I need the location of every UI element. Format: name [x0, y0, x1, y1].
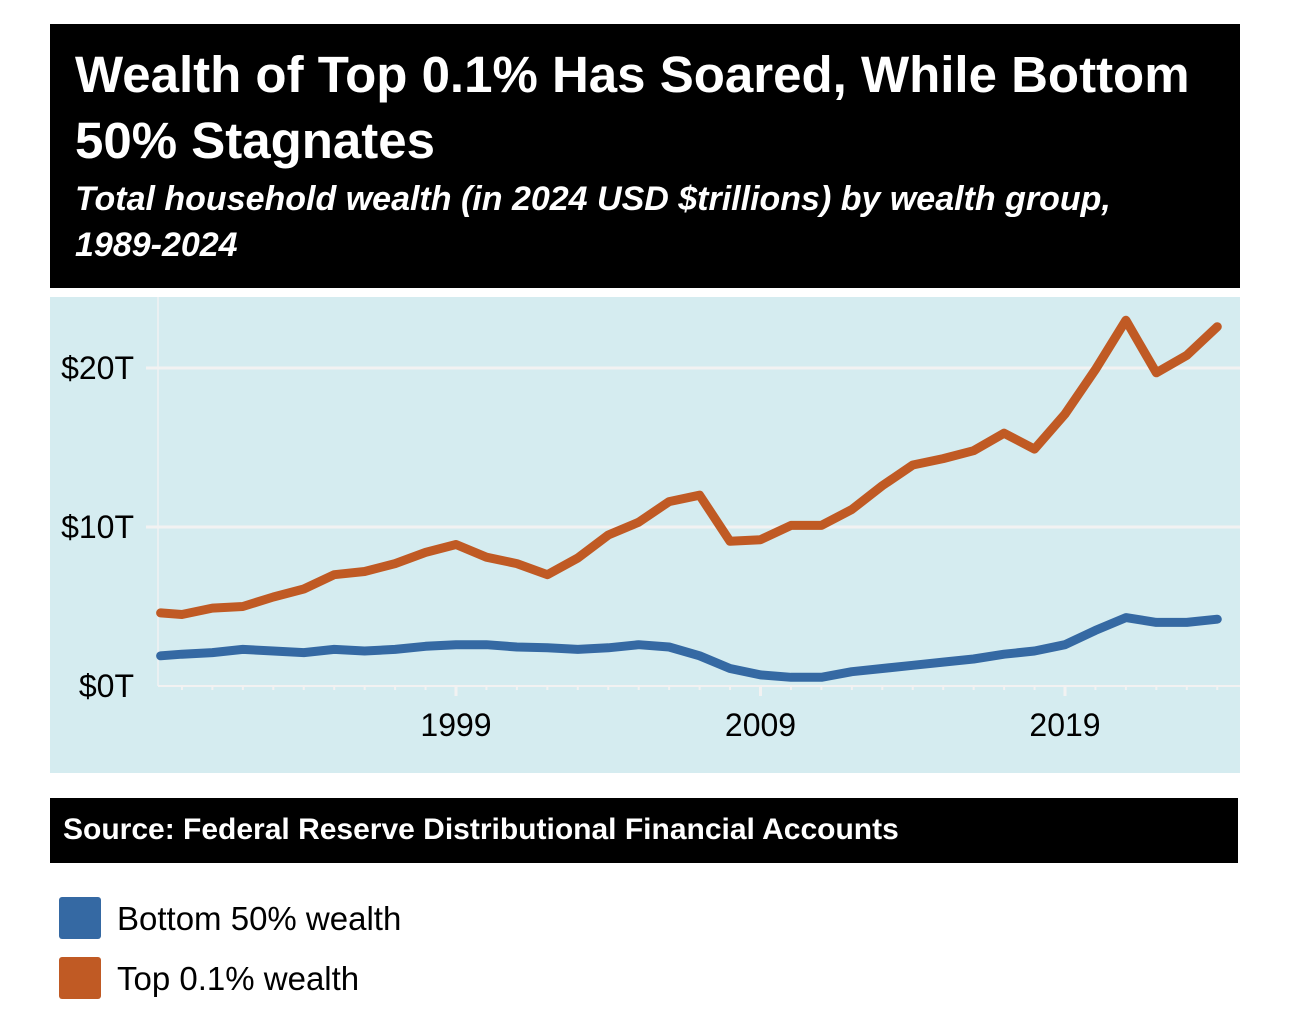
chart-subtitle: Total household wealth (in 2024 USD $tri…	[75, 180, 1111, 264]
source-text: Source: Federal Reserve Distributional F…	[63, 813, 899, 846]
legend-swatch-bottom-50	[59, 897, 101, 939]
legend-swatch-top-0-1	[59, 957, 101, 999]
source-banner: Source: Federal Reserve Distributional F…	[50, 798, 1238, 863]
legend-label-bottom-50: Bottom 50% wealth	[117, 900, 402, 937]
y-tick-label: $20T	[61, 350, 134, 386]
plot-area: $0T $10T $20T 1999 2009 2019	[50, 297, 1240, 773]
x-tick-label: 2009	[725, 707, 796, 743]
axes	[157, 297, 1240, 696]
legend-label-top-0-1: Top 0.1% wealth	[117, 960, 360, 997]
tick-labels: $0T $10T $20T 1999 2009 2019	[61, 350, 1101, 743]
chart-title: Wealth of Top 0.1% Has Soared, While Bot…	[75, 46, 1190, 169]
chart-header: Wealth of Top 0.1% Has Soared, While Bot…	[50, 24, 1240, 288]
y-tick-label: $10T	[61, 509, 134, 545]
x-tick-label: 2019	[1029, 707, 1100, 743]
x-tick-label: 1999	[420, 707, 491, 743]
plot-background	[50, 297, 1240, 773]
gridlines	[146, 366, 1240, 529]
series-line-top-0-1	[156, 315, 1222, 619]
series-line-bottom-50	[156, 613, 1222, 682]
y-tick-label: $0T	[79, 668, 134, 704]
series-lines	[156, 315, 1222, 682]
